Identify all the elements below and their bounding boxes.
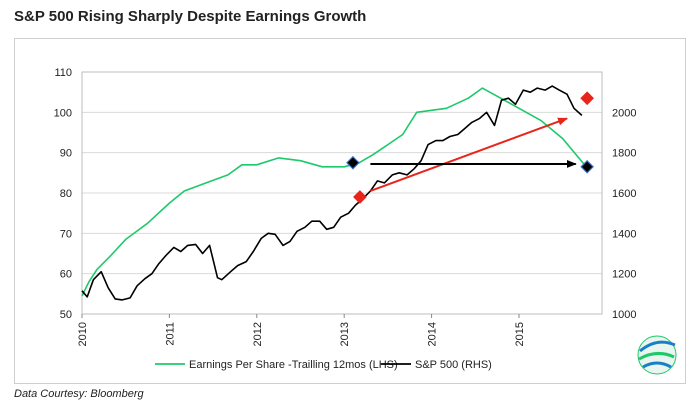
logo-swoosh-icon [642,361,672,369]
left-axis-tick-label: 80 [60,188,72,200]
sp500-series-line [81,85,583,301]
left-axis-tick-label: 90 [60,148,72,160]
logo-swoosh-icon [638,352,675,361]
chart-title: S&P 500 Rising Sharply Despite Earnings … [14,8,367,25]
left-axis-tick-label: 70 [60,228,72,240]
legend-label-sp500: S&P 500 (RHS) [415,359,492,371]
chart-frame: 50 60 70 80 90 100 110 1000 1200 1400 1600 1800 2000… [14,38,686,384]
left-axis-tick-label: 50 [60,309,72,321]
right-axis-tick-label: 1400 [612,228,636,240]
red-trend-arrow [370,117,568,192]
left-axis-tick-label: 60 [60,269,72,281]
right-axis-tick-label: 1200 [612,269,636,281]
diamond-marker [580,159,594,174]
right-axis-tick-label: 2000 [612,107,636,119]
diamond-marker [353,190,367,204]
diamond-marker [580,91,594,106]
legend-label-eps: Earnings Per Share -Trailling 12mos (LHS… [189,359,398,371]
x-axis-tick-label: 2010 [77,322,89,346]
eps-series-line [81,87,586,297]
logo-swoosh-icon [639,340,676,353]
left-axis-tick-label: 100 [54,107,72,119]
x-axis-tick-label: 2014 [427,322,439,346]
x-axis-tick-label: 2013 [339,322,351,346]
data-credit: Data Courtesy: Bloomberg [14,388,144,400]
x-axis-tick-label: 2011 [164,322,176,346]
right-axis-tick-label: 1000 [612,309,636,321]
x-axis-tick-label: 2012 [252,322,264,346]
left-axis-tick-label: 110 [54,67,72,79]
right-axis-tick-label: 1800 [612,148,636,160]
chart-svg: 50 60 70 80 90 100 110 1000 1200 1400 1600 1800 2000… [54,67,677,375]
right-axis-tick-label: 1600 [612,188,636,200]
diamond-marker [346,155,360,170]
x-axis-tick-label: 2015 [514,322,526,346]
plot-area-border [81,71,603,315]
